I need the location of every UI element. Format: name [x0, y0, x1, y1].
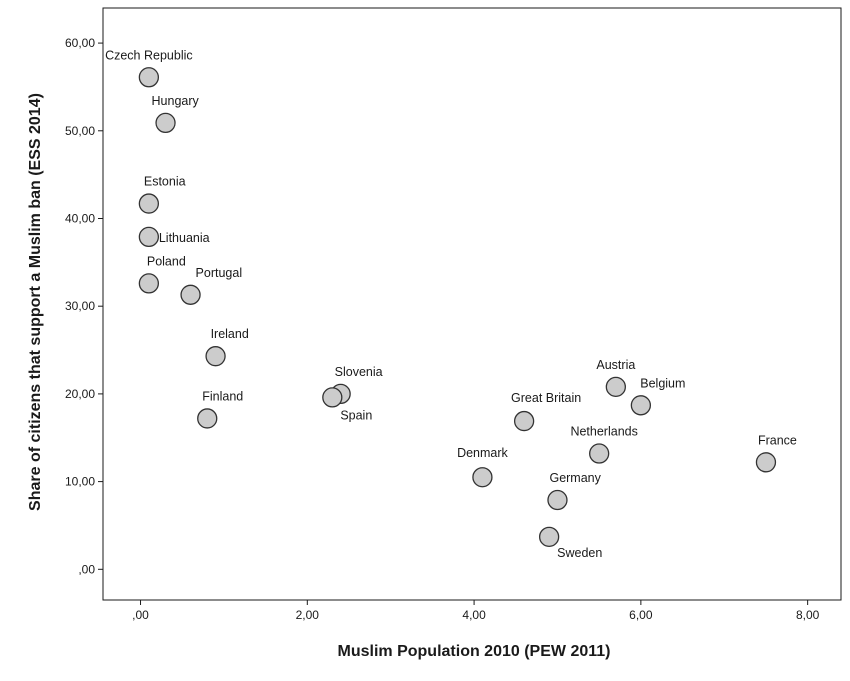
point-label: Germany — [549, 471, 601, 485]
y-tick-label: 50,00 — [65, 124, 95, 138]
plot-frame — [102, 7, 842, 601]
point-label: Lithuania — [159, 231, 210, 245]
point-label: Czech Republic — [105, 48, 193, 62]
data-point — [755, 452, 777, 473]
y-tick-label: 10,00 — [65, 475, 95, 489]
y-axis-ticks: ,00 10,00 20,00 30,00 40,00 50,00 60,00 — [65, 36, 103, 576]
x-tick-label: 4,00 — [462, 608, 486, 622]
point-label: Hungary — [152, 94, 200, 108]
point-label: Portugal — [196, 266, 243, 280]
point-label: Belgium — [640, 376, 685, 390]
point-label: Spain — [340, 408, 372, 422]
data-point — [547, 489, 568, 511]
data-point — [205, 346, 226, 367]
data-point — [513, 410, 535, 432]
data-point — [180, 284, 201, 305]
y-tick-label: 40,00 — [65, 211, 95, 225]
x-tick-label: 8,00 — [796, 608, 820, 622]
point-label: Poland — [147, 254, 186, 268]
data-point — [138, 67, 160, 88]
data-point — [538, 526, 560, 548]
data-point — [138, 273, 160, 294]
data-point — [472, 467, 493, 488]
data-point — [155, 112, 176, 134]
x-axis-ticks: ,00 2,00 4,00 6,00 8,00 — [132, 600, 820, 622]
x-tick-label: ,00 — [132, 608, 149, 622]
data-point — [138, 226, 160, 248]
data-point — [605, 376, 626, 398]
y-tick-label: 30,00 — [65, 299, 95, 313]
x-tick-label: 6,00 — [629, 608, 653, 622]
data-point — [197, 408, 218, 429]
point-label: France — [758, 433, 797, 447]
x-tick-label: 2,00 — [296, 608, 320, 622]
data-point — [138, 193, 160, 214]
y-tick-label: 60,00 — [65, 36, 95, 50]
point-label: Netherlands — [570, 425, 637, 439]
point-label: Denmark — [457, 446, 508, 460]
x-axis-title: Muslim Population 2010 (PEW 2011) — [338, 643, 611, 660]
point-label: Ireland — [211, 327, 249, 341]
y-tick-label: 20,00 — [65, 387, 95, 401]
point-label: Finland — [202, 389, 243, 403]
data-points — [138, 67, 777, 548]
point-label: Estonia — [144, 175, 186, 189]
y-tick-label: ,00 — [78, 562, 95, 576]
y-axis-title: Share of citizens that support a Muslim … — [27, 93, 44, 511]
data-point — [589, 443, 610, 464]
point-label: Austria — [596, 358, 635, 372]
point-label: Great Britain — [511, 391, 581, 405]
point-label: Slovenia — [335, 365, 383, 379]
point-label: Sweden — [557, 546, 602, 560]
point-labels: Czech Republic Hungary Estonia Lithuania Pol… — [105, 48, 797, 560]
data-point — [630, 395, 652, 416]
data-point — [322, 387, 343, 408]
